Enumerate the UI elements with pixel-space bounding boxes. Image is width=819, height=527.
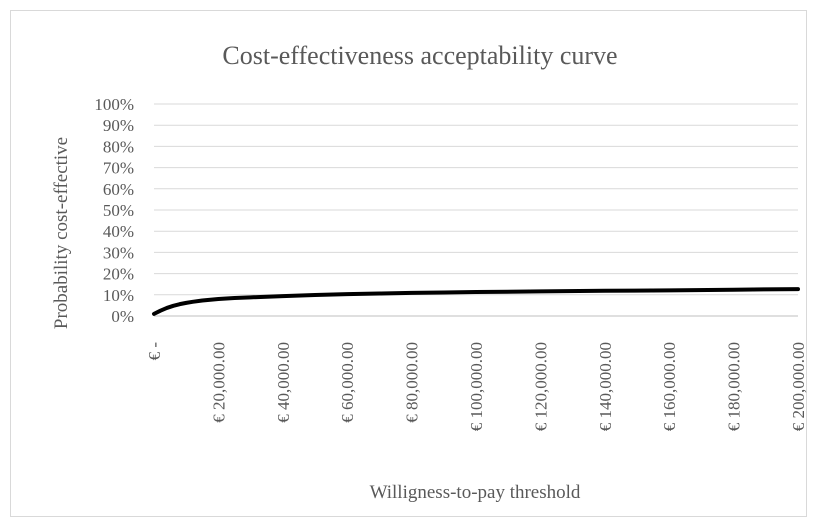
x-tick-label: € 140,000.00 bbox=[596, 342, 615, 431]
x-tick-label: € 80,000.00 bbox=[403, 342, 422, 423]
y-axis-title: Probability cost-effective bbox=[51, 137, 72, 329]
y-tick-label: 30% bbox=[103, 243, 134, 262]
x-axis-title: Willigness-to-pay threshold bbox=[370, 482, 581, 503]
x-tick-label: € 160,000.00 bbox=[660, 342, 679, 431]
x-tick-label: € - bbox=[145, 342, 164, 361]
y-tick-label: 50% bbox=[103, 201, 134, 220]
x-tick-label: € 20,000.00 bbox=[209, 342, 228, 423]
chart-title: Cost-effectiveness acceptability curve bbox=[222, 41, 617, 70]
gridlines bbox=[154, 103, 798, 317]
x-tick-label: € 100,000.00 bbox=[467, 342, 486, 431]
series-line bbox=[152, 287, 800, 316]
y-tick-label: 80% bbox=[103, 137, 134, 156]
y-tick-label: 100% bbox=[94, 95, 134, 114]
x-tick-label: € 60,000.00 bbox=[338, 342, 357, 423]
y-tick-label: 90% bbox=[103, 116, 134, 135]
series-layer bbox=[152, 287, 800, 316]
y-tick-label: 40% bbox=[103, 222, 134, 241]
y-tick-label: 10% bbox=[103, 286, 134, 305]
x-tick-labels: € - € 20,000.00 € 40,000.00 € 60,000.00 € 80… bbox=[145, 342, 808, 432]
y-tick-label: 60% bbox=[103, 180, 134, 199]
y-tick-labels: 0% 10% 20% 30% 40% 50% 60% 70% 80% 90% 100% bbox=[94, 95, 134, 326]
x-tick-label: € 180,000.00 bbox=[725, 342, 744, 431]
x-tick-label: € 200,000.00 bbox=[789, 342, 808, 431]
y-tick-label: 70% bbox=[103, 159, 134, 178]
chart-frame bbox=[10, 10, 807, 517]
y-tick-label: 0% bbox=[111, 307, 134, 326]
y-tick-label: 20% bbox=[103, 265, 134, 284]
x-tick-label: € 40,000.00 bbox=[274, 342, 293, 423]
x-tick-label: € 120,000.00 bbox=[531, 342, 550, 431]
